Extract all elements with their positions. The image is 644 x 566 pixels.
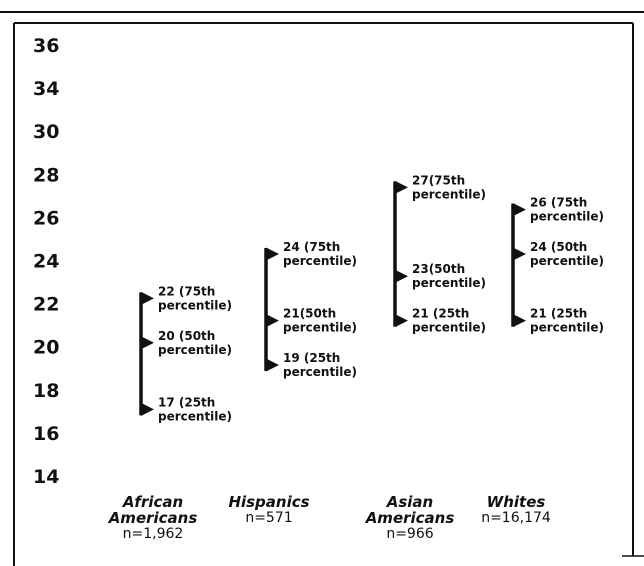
y-tick-label: 30 (33, 121, 59, 143)
percentile-label: 17 (25th (158, 395, 215, 409)
percentile-marker-p25 (266, 358, 279, 372)
percentile-label-line2: percentile) (412, 321, 486, 335)
percentile-label: 22 (75th (158, 284, 215, 298)
percentile-label-line2: percentile) (158, 343, 232, 357)
percentile-marker-p50 (266, 314, 279, 328)
percentile-marker-p50 (513, 247, 526, 261)
percentile-label-line2: percentile) (412, 187, 486, 201)
percentile-label-line2: percentile) (283, 365, 357, 379)
y-tick-label: 14 (33, 466, 59, 488)
percentile-marker-p75 (266, 247, 279, 261)
category-name: Hispanics (228, 493, 309, 511)
percentile-label: 26 (75th (530, 196, 587, 210)
percentile-label: 23(50th (412, 262, 465, 276)
percentile-label-line2: percentile) (530, 210, 604, 224)
y-axis: 36 34 30 28 26 24 22 20 18 16 14 (33, 35, 59, 488)
percentile-label-line2: percentile) (283, 321, 357, 335)
y-tick-label: 28 (33, 164, 59, 186)
percentile-label-line2: percentile) (530, 254, 604, 268)
percentile-marker-p75 (395, 180, 408, 194)
percentile-marker-p25 (141, 402, 154, 416)
category-labels: AfricanAmericansn=1,962Hispanicsn=571Asi… (108, 493, 551, 542)
percentile-label-line2: percentile) (158, 409, 232, 423)
percentile-marker-p75 (513, 203, 526, 217)
percentile-label-line2: percentile) (530, 321, 604, 335)
percentile-label: 20 (50th (158, 329, 215, 343)
percentile-label: 21 (25th (530, 307, 587, 321)
category-name: Americans (108, 509, 198, 527)
y-tick-label: 26 (33, 207, 59, 229)
y-tick-label: 34 (33, 78, 59, 100)
percentile-label: 21 (25th (412, 307, 469, 321)
percentile-label: 24 (50th (530, 240, 587, 254)
category-name: Asian (386, 493, 433, 511)
y-tick-label: 24 (33, 251, 59, 273)
frame-lines (0, 11, 644, 566)
y-tick-label: 36 (33, 35, 59, 57)
category-n: n=966 (386, 526, 433, 542)
category-n: n=571 (245, 510, 292, 526)
percentile-label-line2: percentile) (283, 254, 357, 268)
percentile-marker-p25 (513, 314, 526, 328)
percentile-marker-p75 (141, 291, 154, 305)
y-tick-label: 18 (33, 380, 59, 402)
category-name: Americans (365, 509, 455, 527)
percentile-marker-p25 (395, 314, 408, 328)
category-n: n=16,174 (481, 510, 551, 526)
y-tick-label: 16 (33, 423, 59, 445)
percentile-marker-p50 (395, 269, 408, 283)
percentile-label-line2: percentile) (412, 276, 486, 290)
percentile-label: 21(50th (283, 307, 336, 321)
category-name: African (122, 493, 183, 511)
percentile-marker-p50 (141, 336, 154, 350)
percentile-label: 27(75th (412, 173, 465, 187)
percentile-label: 24 (75th (283, 240, 340, 254)
group-range: 24 (75thpercentile)21(50thpercentile)19 … (264, 240, 357, 379)
y-tick-label: 20 (33, 337, 59, 359)
category-n: n=1,962 (123, 526, 184, 542)
category-name: Whites (487, 493, 546, 511)
percentile-label-line2: percentile) (158, 298, 232, 312)
y-tick-label: 22 (33, 294, 59, 316)
percentile-label: 19 (25th (283, 351, 340, 365)
